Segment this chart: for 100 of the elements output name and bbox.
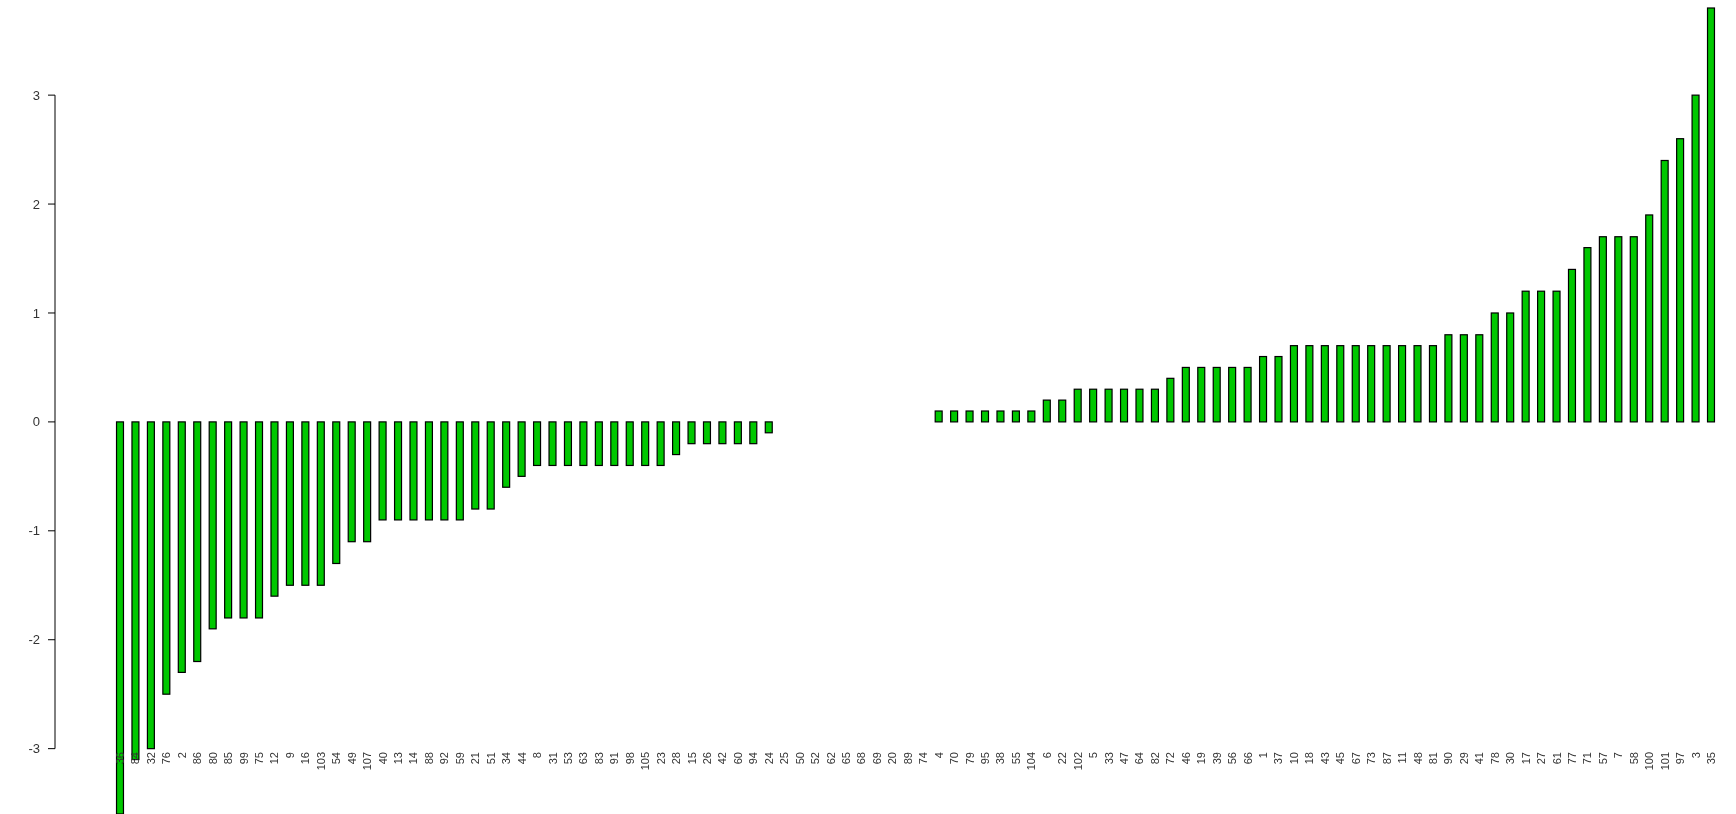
- x-tick-label: 103: [314, 752, 327, 771]
- y-tick-label: -2: [28, 632, 40, 648]
- x-tick-label: 92: [438, 752, 451, 765]
- y-tick-label: -3: [28, 741, 40, 757]
- bar: [1228, 366, 1237, 423]
- bar: [1320, 345, 1329, 423]
- x-tick-label: 83: [592, 752, 605, 765]
- bar: [1676, 138, 1685, 423]
- x-tick-label: 79: [963, 752, 976, 765]
- x-tick-label: 88: [422, 752, 435, 765]
- bar: [424, 421, 434, 521]
- x-tick-label: 61: [1550, 752, 1563, 765]
- bar: [224, 421, 233, 619]
- x-tick-label: 31: [546, 752, 559, 765]
- bar: [1645, 214, 1654, 423]
- bar: [1444, 334, 1453, 423]
- bar: [656, 421, 665, 467]
- x-tick-label: 64: [1133, 752, 1146, 765]
- x-tick-label: 29: [1457, 752, 1470, 765]
- x-tick-label: 57: [1596, 752, 1609, 765]
- x-tick-label: 70: [948, 752, 961, 765]
- x-tick-label: 95: [979, 752, 992, 765]
- bar: [687, 421, 696, 445]
- x-tick-label: 2: [175, 752, 188, 759]
- bar: [702, 421, 712, 445]
- bar: [440, 421, 449, 521]
- x-tick-label: 39: [1210, 752, 1223, 765]
- bar: [1274, 355, 1283, 423]
- x-tick-label: 76: [160, 752, 173, 765]
- bar: [579, 421, 588, 467]
- bar: [641, 421, 650, 467]
- x-tick-label: 36: [114, 752, 126, 765]
- bar: [146, 421, 155, 750]
- x-tick-label: 66: [1241, 752, 1254, 765]
- x-tick-label: 104: [1025, 752, 1038, 771]
- bar: [177, 421, 186, 674]
- x-tick-label: 23: [654, 752, 667, 765]
- x-tick-label: 94: [747, 752, 760, 765]
- bar: [409, 421, 418, 521]
- bar: [1212, 366, 1221, 423]
- bar: [1058, 399, 1067, 423]
- x-tick-label: 37: [1272, 752, 1285, 765]
- x-tick-label: 9: [283, 752, 296, 759]
- x-tick-label: 33: [1102, 752, 1115, 765]
- bar: [1042, 399, 1051, 423]
- x-tick-label: 6: [1040, 752, 1053, 759]
- x-tick-label: 50: [793, 752, 806, 765]
- x-tick-label: 84: [129, 752, 142, 765]
- x-tick-label: 97: [1674, 752, 1687, 765]
- x-tick-label: 86: [191, 752, 204, 765]
- x-tick-label: 49: [345, 752, 358, 765]
- bar: [455, 421, 464, 521]
- x-tick-label: 71: [1581, 752, 1594, 765]
- x-tick-label: 53: [561, 752, 574, 765]
- x-tick-label: 82: [1148, 752, 1161, 765]
- bar: [1537, 290, 1546, 423]
- x-tick-label: 28: [670, 752, 683, 765]
- bar: [1629, 236, 1638, 423]
- x-tick-label: 62: [824, 752, 837, 765]
- x-tick-label: 60: [731, 752, 744, 765]
- x-tick-label: 41: [1473, 752, 1486, 765]
- bar: [1289, 345, 1299, 423]
- bar: [332, 421, 341, 565]
- bar: [1475, 334, 1484, 423]
- bar: [625, 421, 634, 467]
- y-tick-label: 2: [32, 196, 40, 212]
- x-tick-label: 43: [1318, 752, 1331, 765]
- bar: [1552, 290, 1561, 423]
- bar: [1351, 345, 1360, 423]
- x-tick-label: 54: [330, 752, 343, 765]
- x-tick-label: 72: [1164, 752, 1177, 765]
- bar: [1428, 345, 1438, 423]
- bar: [1506, 312, 1515, 423]
- bar: [347, 421, 356, 543]
- x-tick-label: 101: [1658, 752, 1671, 771]
- bar: [1258, 355, 1268, 423]
- bar: [363, 421, 372, 543]
- x-tick-label: 30: [1504, 752, 1517, 765]
- bar: [1336, 345, 1345, 423]
- x-tick-label: 25: [778, 752, 791, 765]
- bar: [1583, 247, 1592, 423]
- x-tick-label: 48: [1411, 752, 1424, 765]
- x-tick-label: 87: [1380, 752, 1393, 765]
- y-tick-label: 1: [32, 305, 40, 321]
- bar: [1691, 94, 1700, 423]
- x-tick-label: 91: [608, 752, 621, 765]
- x-tick-label: 10: [1287, 752, 1300, 765]
- bar: [316, 421, 325, 586]
- bar: [1706, 7, 1716, 423]
- bar: [486, 421, 495, 510]
- bar: [1119, 388, 1129, 423]
- x-tick-label: 11: [1396, 752, 1409, 764]
- x-tick-label: 12: [268, 752, 281, 765]
- x-tick-label: 45: [1334, 752, 1347, 765]
- bar: [1197, 366, 1206, 423]
- x-tick-label: 105: [639, 752, 652, 771]
- bar: [517, 421, 526, 477]
- bar: [980, 410, 990, 423]
- x-tick-label: 35: [1705, 752, 1717, 765]
- bar: [718, 421, 727, 445]
